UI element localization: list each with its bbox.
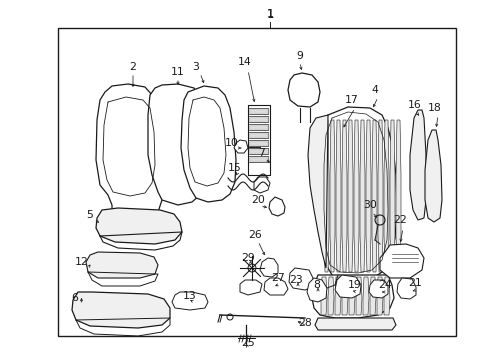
Polygon shape: [253, 177, 269, 193]
Polygon shape: [96, 84, 163, 222]
Text: 20: 20: [250, 195, 264, 205]
Polygon shape: [288, 268, 312, 290]
Polygon shape: [260, 258, 278, 277]
Polygon shape: [334, 277, 340, 315]
Polygon shape: [355, 277, 361, 315]
Text: 30: 30: [362, 200, 376, 210]
Text: 3: 3: [192, 62, 199, 72]
Polygon shape: [395, 120, 400, 272]
Polygon shape: [317, 107, 396, 282]
Polygon shape: [409, 110, 425, 220]
Polygon shape: [268, 197, 285, 216]
Polygon shape: [172, 292, 207, 310]
Text: 24: 24: [377, 280, 391, 290]
Polygon shape: [341, 277, 347, 315]
Text: 1: 1: [266, 9, 273, 19]
Text: 13: 13: [183, 291, 197, 301]
Text: 4: 4: [371, 85, 378, 95]
Text: 21: 21: [407, 278, 421, 288]
Text: 8: 8: [313, 280, 320, 290]
Polygon shape: [368, 280, 387, 298]
Polygon shape: [383, 120, 388, 272]
Text: 9: 9: [296, 51, 303, 61]
Text: 12: 12: [75, 257, 89, 267]
Text: 18: 18: [427, 103, 441, 113]
Polygon shape: [353, 120, 358, 272]
Text: 11: 11: [171, 67, 184, 77]
Text: 6: 6: [71, 293, 78, 303]
Polygon shape: [362, 277, 368, 315]
Polygon shape: [248, 117, 267, 121]
Polygon shape: [383, 277, 389, 315]
Polygon shape: [389, 120, 394, 272]
Polygon shape: [306, 278, 326, 302]
Text: 10: 10: [224, 138, 239, 148]
Polygon shape: [311, 275, 393, 318]
Polygon shape: [248, 141, 267, 145]
Text: 7: 7: [258, 148, 265, 158]
Polygon shape: [335, 120, 340, 272]
Polygon shape: [181, 86, 236, 202]
Polygon shape: [369, 277, 375, 315]
Text: 26: 26: [247, 230, 262, 240]
Text: 25: 25: [241, 338, 254, 348]
Polygon shape: [365, 120, 370, 272]
Polygon shape: [359, 120, 364, 272]
Polygon shape: [248, 149, 267, 153]
Polygon shape: [248, 157, 267, 161]
Polygon shape: [264, 278, 287, 295]
Polygon shape: [377, 120, 382, 272]
Polygon shape: [341, 120, 346, 272]
Polygon shape: [347, 120, 352, 272]
Polygon shape: [376, 277, 382, 315]
Polygon shape: [329, 120, 334, 272]
Polygon shape: [240, 280, 262, 295]
Polygon shape: [396, 278, 415, 299]
Bar: [58, 28, 455, 336]
Polygon shape: [72, 292, 170, 328]
Polygon shape: [314, 318, 395, 330]
Polygon shape: [334, 275, 360, 298]
Polygon shape: [287, 73, 319, 107]
Polygon shape: [86, 252, 158, 278]
Text: 15: 15: [228, 163, 242, 173]
Polygon shape: [148, 84, 205, 205]
Polygon shape: [248, 109, 267, 113]
Text: 17: 17: [345, 95, 358, 105]
Text: 23: 23: [288, 275, 302, 285]
Polygon shape: [248, 133, 267, 137]
Polygon shape: [324, 120, 328, 272]
Text: 1: 1: [265, 8, 273, 21]
Polygon shape: [348, 277, 354, 315]
Polygon shape: [307, 115, 327, 268]
Polygon shape: [371, 120, 376, 272]
Text: 22: 22: [392, 215, 406, 225]
Text: 14: 14: [238, 57, 251, 67]
Polygon shape: [379, 244, 423, 278]
Polygon shape: [234, 140, 247, 153]
Text: 5: 5: [86, 210, 93, 220]
Polygon shape: [327, 277, 333, 315]
Text: 29: 29: [241, 253, 254, 263]
Text: 2: 2: [129, 62, 136, 72]
Polygon shape: [320, 277, 326, 315]
Polygon shape: [248, 125, 267, 129]
Text: 28: 28: [298, 318, 311, 328]
Polygon shape: [96, 208, 182, 244]
Text: 27: 27: [270, 273, 285, 283]
Text: 19: 19: [347, 280, 361, 290]
Polygon shape: [424, 130, 441, 222]
Text: 16: 16: [407, 100, 421, 110]
